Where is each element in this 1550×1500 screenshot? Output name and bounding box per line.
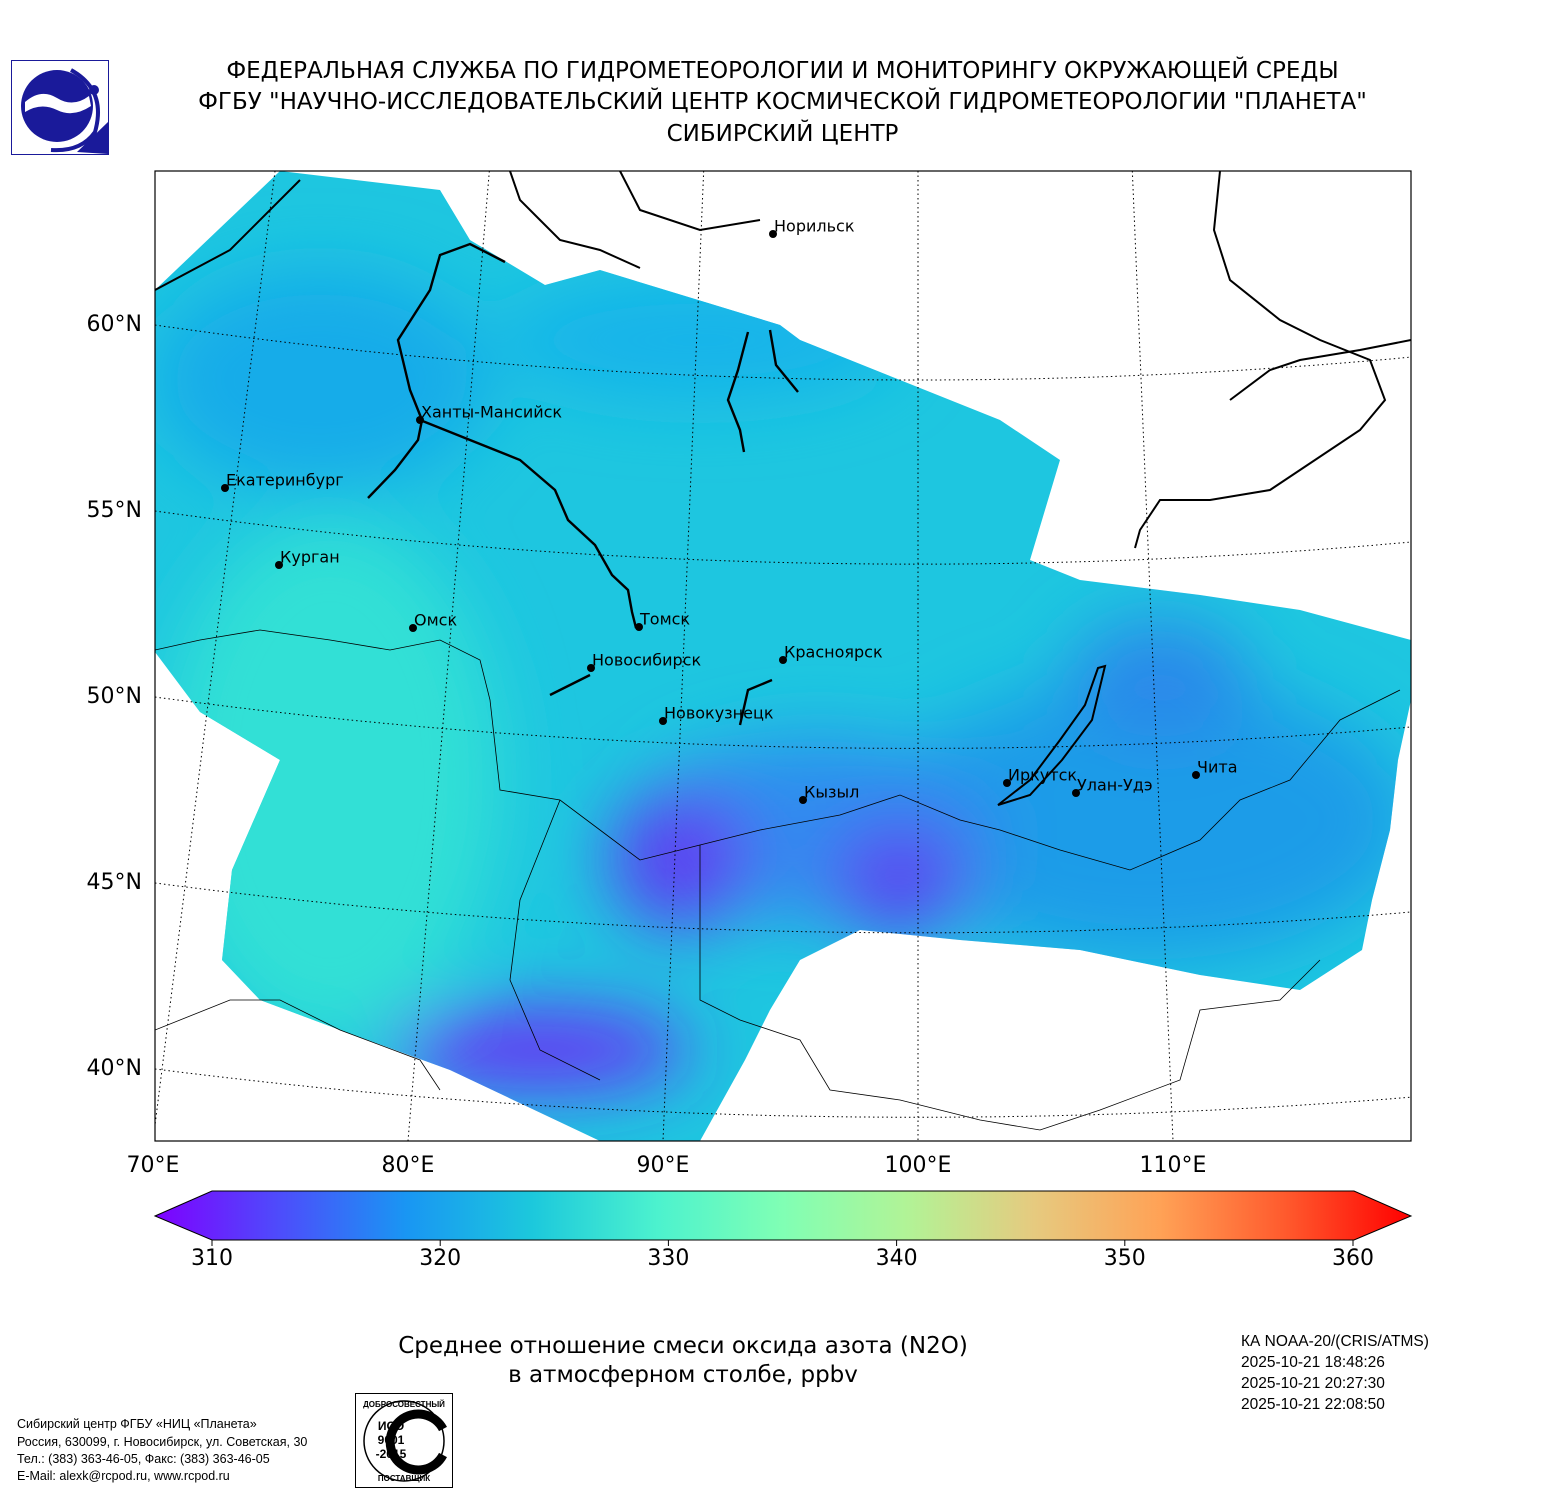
iso-logo: ДОБРОСОВЕСТНЫЙ ИСО 9001 -2015 ПОСТАВЩИК	[355, 1393, 453, 1488]
colorbar-tick-label: 320	[419, 1246, 461, 1271]
satellite-line: 2025-10-21 20:27:30	[1241, 1375, 1385, 1392]
iso-middle: -2015	[376, 1447, 407, 1461]
colorbar-tick-label: 310	[191, 1246, 233, 1271]
city-label: Чита	[1197, 758, 1238, 777]
footer-line: Россия, 630099, г. Новосибирск, ул. Сове…	[17, 1435, 308, 1449]
satellite-line: КА NOAA-20/(CRIS/ATMS)	[1241, 1333, 1429, 1350]
city-label: Ханты-Мансийск	[421, 403, 562, 422]
footer-line: E-Mail: alexk@rcpod.ru, www.rcpod.ru	[17, 1469, 230, 1483]
satellite-line: 2025-10-21 18:48:26	[1241, 1354, 1385, 1371]
iso-bottom: ПОСТАВЩИК	[378, 1474, 430, 1483]
city-dot	[409, 624, 417, 632]
graticule	[155, 171, 1411, 1141]
parallel	[155, 510, 1411, 565]
city-dot	[1192, 771, 1200, 779]
city-dot	[635, 623, 643, 631]
city-dot	[799, 796, 807, 804]
city-label: Норильск	[774, 217, 855, 236]
city-label: Кызыл	[804, 783, 859, 802]
data-field	[155, 171, 1411, 1141]
parallel	[155, 882, 1411, 934]
meridian	[155, 171, 276, 1130]
iso-middle: 9001	[378, 1433, 405, 1447]
colorbar-tick-label: 350	[1104, 1246, 1146, 1271]
caption-line: Среднее отношение смеси оксида азота (N2…	[398, 1333, 968, 1359]
borders	[155, 629, 1401, 1131]
footer-line: Сибирский центр ФГБУ «НИЦ «Планета»	[17, 1417, 257, 1431]
lat-label: 55°N	[87, 498, 142, 523]
city-label: Омск	[414, 611, 457, 630]
colorbar: 310 320 330 340 350 360	[153, 1190, 1413, 1271]
lat-label: 45°N	[87, 870, 142, 895]
colorbar-tick-label: 360	[1332, 1246, 1374, 1271]
parallel	[155, 696, 1411, 749]
plot-area: Норильск Ханты-Мансийск Екатеринбург Курган…	[155, 171, 1411, 1141]
lon-label: 80°E	[382, 1153, 435, 1178]
caption-line: в атмосферном столбе, ppbv	[508, 1362, 858, 1388]
lat-label: 50°N	[87, 684, 142, 709]
meridian	[407, 171, 490, 1141]
city-dot	[769, 230, 777, 238]
lon-label: 100°E	[885, 1153, 952, 1178]
city-label: Улан-Удэ	[1077, 776, 1153, 795]
lake-baikal	[997, 664, 1107, 806]
city-dot	[1072, 789, 1080, 797]
city-label: Новокузнецк	[664, 704, 774, 723]
city-dot	[1003, 779, 1011, 787]
city-dot	[416, 416, 424, 424]
city-label: Томск	[639, 610, 690, 629]
colorbar-scale	[153, 1190, 1413, 1241]
iso-middle: ИСО	[378, 1419, 404, 1433]
city-label: Иркутск	[1008, 766, 1077, 785]
city-dot	[221, 484, 229, 492]
cities: Норильск Ханты-Мансийск Екатеринбург Курган…	[221, 217, 1238, 804]
lat-label: 60°N	[87, 312, 142, 337]
city-dot	[275, 561, 283, 569]
map: Норильск Ханты-Мансийск Екатеринбург Курган…	[87, 170, 1413, 1271]
city-label: Красноярск	[784, 643, 883, 662]
city-dot	[659, 717, 667, 725]
city-label: Екатеринбург	[226, 471, 344, 490]
colorbar-tick-label: 340	[876, 1246, 918, 1271]
lon-label: 90°E	[637, 1153, 690, 1178]
city-dot	[779, 656, 787, 664]
lon-label: 70°E	[127, 1153, 180, 1178]
coastline	[155, 171, 1411, 549]
colorbar-tick-label: 330	[647, 1246, 689, 1271]
rivers	[367, 242, 799, 726]
axis-labels: 60°N 55°N 50°N 45°N 40°N 70°E 80°E 90°E 100°E 110…	[87, 312, 1207, 1178]
city-label: Курган	[280, 548, 340, 567]
footer-line: Тел.: (383) 363-46-05, Факс: (383) 363-4…	[17, 1452, 270, 1466]
city-label: Новосибирск	[592, 651, 701, 670]
parallel	[155, 1068, 1411, 1118]
plot-frame	[154, 170, 1412, 1142]
satellite-line: 2025-10-21 22:08:50	[1241, 1396, 1385, 1413]
header-line: СИБИРСКИЙ ЦЕНТР	[666, 121, 899, 147]
lat-label: 40°N	[87, 1056, 142, 1081]
iso-top: ДОБРОСОВЕСТНЫЙ	[363, 1400, 445, 1409]
city-dot	[587, 664, 595, 672]
header-line: ФГБУ "НАУЧНО-ИССЛЕДОВАТЕЛЬСКИЙ ЦЕНТР КОС…	[198, 89, 1367, 115]
parallel	[155, 324, 1411, 381]
lon-label: 110°E	[1140, 1153, 1207, 1178]
header-line: ФЕДЕРАЛЬНАЯ СЛУЖБА ПО ГИДРОМЕТЕОРОЛОГИИ …	[226, 58, 1339, 84]
agency-logo	[11, 60, 109, 155]
